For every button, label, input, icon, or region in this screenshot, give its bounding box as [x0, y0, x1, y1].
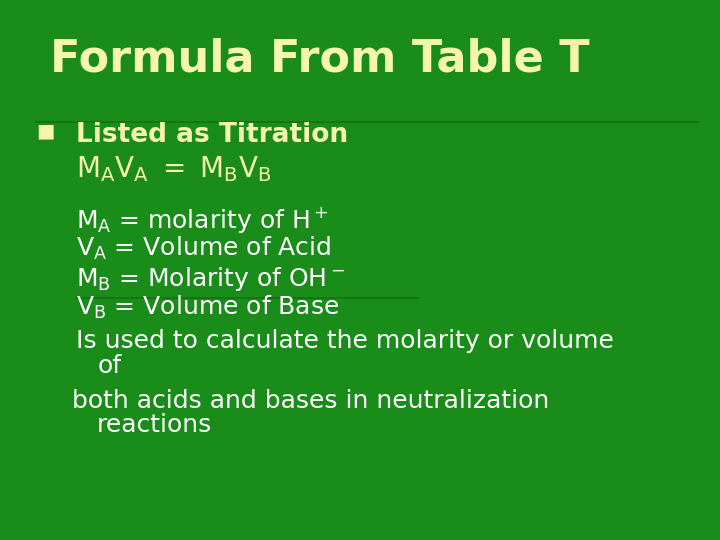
Text: of: of — [97, 354, 122, 377]
Text: both acids and bases in neutralization: both acids and bases in neutralization — [72, 389, 549, 413]
Text: Listed as Titration: Listed as Titration — [76, 122, 348, 147]
Text: $\mathsf{M_A V_A \ = \ M_B V_B}$: $\mathsf{M_A V_A \ = \ M_B V_B}$ — [76, 154, 271, 184]
Text: $\mathsf{V_A}$ = Volume of Acid: $\mathsf{V_A}$ = Volume of Acid — [76, 235, 330, 262]
Text: reactions: reactions — [97, 413, 212, 437]
Text: $\mathsf{M_A}$ = molarity of H$^+$: $\mathsf{M_A}$ = molarity of H$^+$ — [76, 205, 328, 235]
Text: Formula From Table T: Formula From Table T — [50, 38, 590, 81]
Text: ■: ■ — [36, 122, 55, 140]
Text: $\mathsf{M_B}$ = Molarity of OH$^-$: $\mathsf{M_B}$ = Molarity of OH$^-$ — [76, 265, 345, 293]
Text: $\mathsf{V_B}$ = Volume of Base: $\mathsf{V_B}$ = Volume of Base — [76, 294, 339, 321]
Text: Is used to calculate the molarity or volume: Is used to calculate the molarity or vol… — [76, 329, 613, 353]
